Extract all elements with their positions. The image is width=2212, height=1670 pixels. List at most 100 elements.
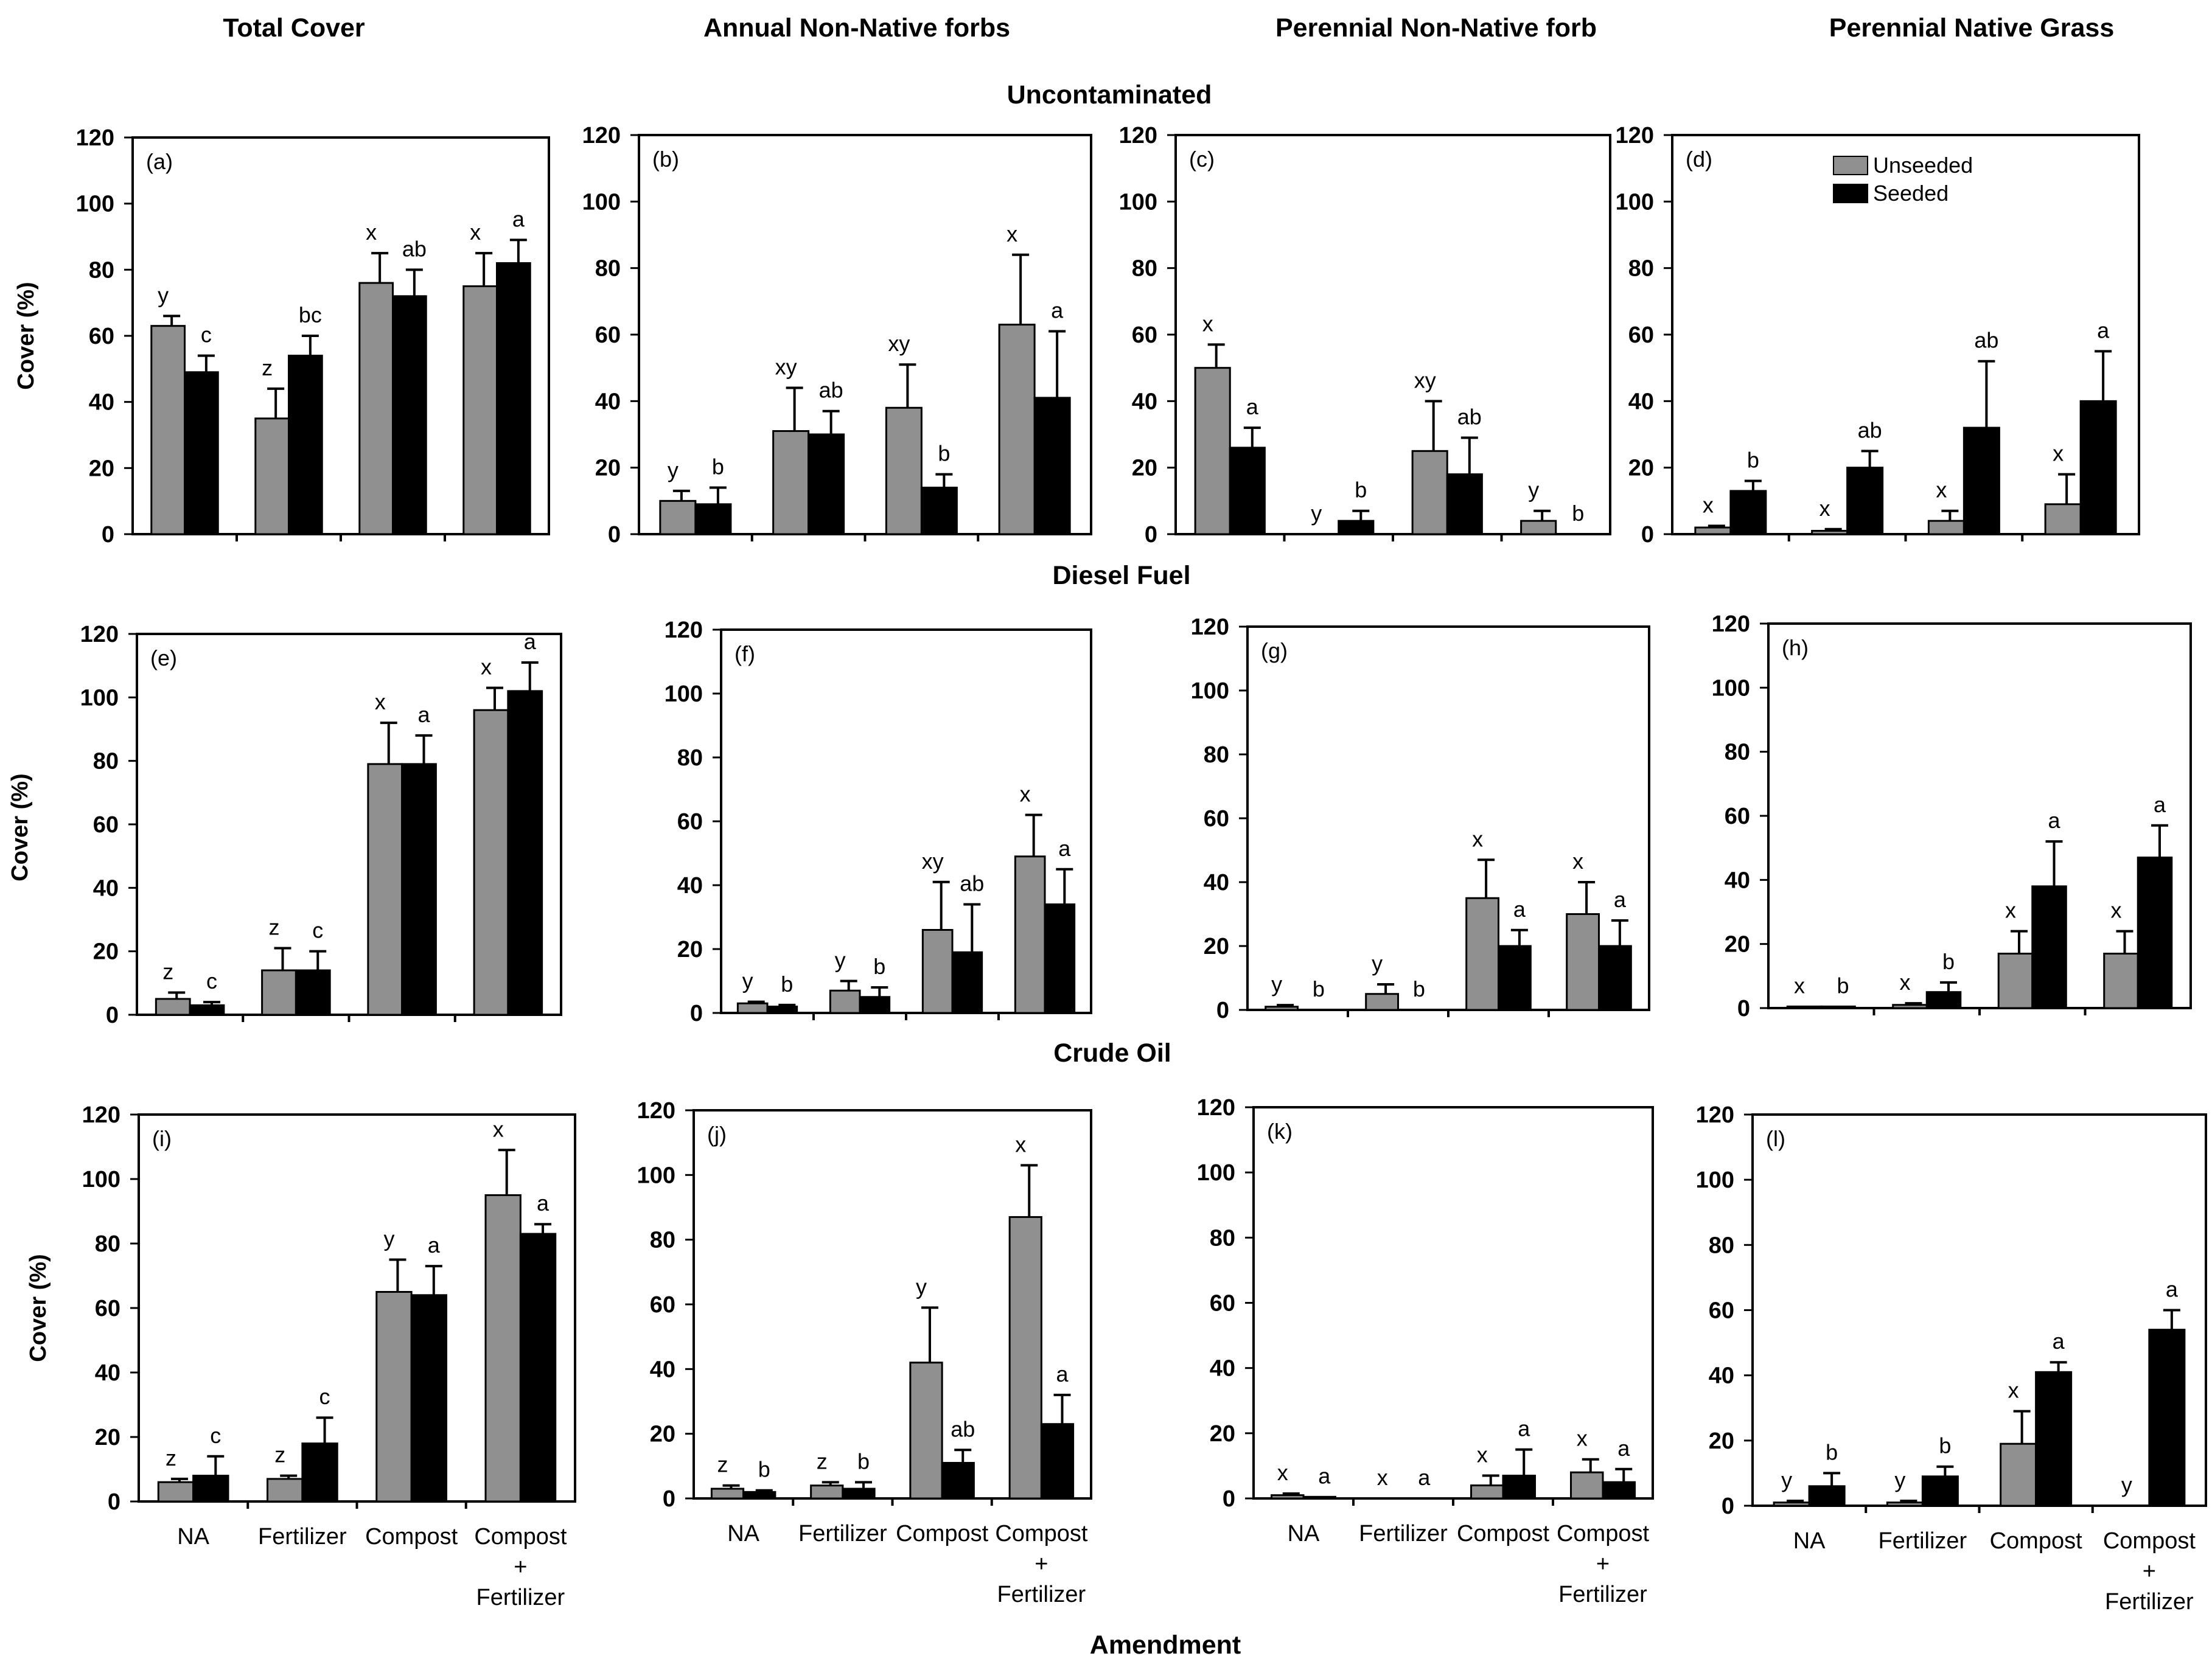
panel-c-ytick-label-40: 40 [1132,389,1157,414]
panel-d-sig-seeded-fertilizer: ab [1858,417,1882,442]
panel-h-label: (h) [1782,635,1809,660]
panel-c-ytick-label-100: 100 [1119,189,1157,215]
panel-h-bar-seeded-compost [2031,885,2067,1009]
panel-l-sig-unseeded-fertilizer: y [1894,1467,1905,1492]
panel-d-bar-seeded-compost-fertilizer [2079,400,2117,535]
panel-d-ytick-label-60: 60 [1628,322,1654,348]
panel-c-bar-unseeded-compost [1411,450,1448,535]
panel-g-ytick-label-60: 60 [1204,806,1229,832]
panel-k-xcat-compost: Compost [1457,1521,1549,1546]
panel-l-ytick-label-0: 0 [1722,1494,1734,1519]
panel-c-ytick-label-20: 20 [1132,456,1157,481]
panel-g-sig-unseeded-fertilizer: y [1372,951,1383,976]
panel-b-ytick-label-80: 80 [595,256,621,282]
panel-j-ytick-label-100: 100 [637,1163,675,1188]
panel-f-sig-seeded-na: b [781,972,793,997]
panel-c-sig-unseeded-fertilizer: y [1311,501,1322,526]
panel-a-ytick-label-0: 0 [102,522,114,548]
panel-b-bar-unseeded-na [659,499,697,535]
panel-d-ytick-label-100: 100 [1616,189,1654,215]
panel-f-sig-seeded-compost: ab [960,871,984,896]
row-title-diesel-fuel: Diesel Fuel [1052,561,1190,590]
panel-l-bar-unseeded-na [1773,1501,1810,1507]
panel-e-ytick-label-40: 40 [93,875,119,901]
panel-l-sig-seeded-na: b [1826,1439,1838,1464]
panel-j-bar-unseeded-compost [909,1362,943,1500]
panel-i-bar-seeded-compost-fertilizer [519,1233,557,1503]
panel-f-ytick-label-20: 20 [677,937,703,962]
panel-a-sig-unseeded-compost-fertilizer: x [470,220,481,245]
panel-i-sig-unseeded-compost-fertilizer: x [493,1116,504,1141]
panel-h-sig-unseeded-compost: x [2005,898,2016,923]
panel-h-bar-unseeded-compost [1997,952,2034,1009]
panel-g-sig-unseeded-compost: x [1472,826,1483,851]
column-titles: Total Cover Annual Non-Native forbs Pere… [223,13,2114,43]
panel-d: 0 20 40 60 80 100 120 (d) x b x ab x ab x a Unseeded Seed… [1616,123,2140,548]
panel-e-bar-seeded-fertilizer [295,969,331,1016]
panel-j-sig-unseeded-fertilizer: z [817,1449,828,1473]
panel-k-sig-unseeded-compost: x [1477,1442,1488,1467]
panel-l-ytick-label-80: 80 [1709,1233,1734,1258]
panel-e-sig-unseeded-compost-fertilizer: x [481,655,492,680]
panel-k-label: (k) [1267,1119,1293,1144]
panel-l-ytick-label-60: 60 [1709,1298,1734,1324]
panel-d-bar-unseeded-compost-fertilizer [2044,503,2082,535]
panel-l-ytick-label-120: 120 [1696,1102,1734,1128]
panel-a-sig-seeded-na: c [201,322,212,347]
panel-a-label: (a) [146,149,173,174]
panel-i-ytick-label-40: 40 [95,1360,120,1386]
panel-j-bar-seeded-na [742,1491,776,1500]
panel-g-ytick-label-0: 0 [1216,998,1229,1023]
panel-k-sig-seeded-compost-fertilizer: a [1617,1436,1630,1461]
panel-l-sig-unseeded-compost-fertilizer: y [2121,1472,2132,1497]
panel-j-ytick-label-0: 0 [663,1486,675,1512]
column-title-annual-forbs: Annual Non-Native forbs [703,13,1010,43]
panel-l-sig-seeded-compost-fertilizer: a [2166,1277,2179,1302]
panel-g-sig-seeded-compost-fertilizer: a [1614,887,1627,912]
panel-l-bar-seeded-na [1808,1485,1846,1507]
panel-c-sig-unseeded-compost-fertilizer: y [1528,478,1539,503]
panel-a-bar-seeded-compost-fertilizer [496,262,531,535]
panel-h-sig-seeded-na: b [1837,973,1849,998]
panel-l: 0 20 40 60 80 100 120 (l) y b y b x a y a NA Fertilizer Co… [1696,1102,2207,1615]
panel-i-label: (i) [152,1126,172,1151]
panel-e-ytick-label-120: 120 [80,622,119,647]
panel-l-sig-seeded-compost: a [2053,1329,2065,1354]
panel-a-ytick-label-20: 20 [89,456,114,481]
panel-i-bar-unseeded-fertilizer [267,1478,304,1503]
panel-c-label: (c) [1189,147,1215,172]
panel-b-ytick-label-40: 40 [595,389,621,414]
panel-e-sig-unseeded-fertilizer: z [268,914,279,939]
panel-l-xcat-na: NA [1793,1528,1826,1554]
panel-j-xcat-fertilizer: Fertilizer [798,1521,887,1546]
panel-c-ytick-label-120: 120 [1119,123,1157,148]
panel-k-ytick-label-0: 0 [1223,1486,1235,1512]
panel-b-bar-unseeded-fertilizer [772,430,810,535]
panel-h-bar-unseeded-na [1786,1005,1823,1009]
panel-c-bar-seeded-fertilizer [1338,520,1375,535]
panel-i-bar-seeded-compost [410,1294,447,1503]
panel-l-sig-unseeded-compost: x [2008,1378,2019,1403]
panel-h-ytick-label-0: 0 [1737,996,1750,1021]
panel-b-sig-unseeded-fertilizer: xy [775,354,797,379]
panel-g-sig-seeded-compost: a [1513,897,1526,922]
panel-a-sig-unseeded-fertilizer: z [262,355,273,380]
panel-e-bar-seeded-compost [401,763,437,1016]
panel-k-ytick-label-60: 60 [1210,1291,1235,1317]
panel-l-xcat-compost-fertilizer: Compost + Fertilizer [2103,1528,2196,1615]
panel-a-bar-seeded-na [184,371,219,535]
panel-i-xcat-compost-fertilizer: Compost + Fertilizer [474,1524,567,1610]
panel-f-bar-seeded-fertilizer [859,996,891,1014]
panel-h-sig-seeded-compost-fertilizer: a [2154,792,2166,817]
panel-b-ytick-label-0: 0 [608,522,621,548]
panel-e-sig-seeded-fertilizer: c [312,918,323,943]
panel-k-ytick-label-80: 80 [1210,1225,1235,1251]
panel-i: 0 20 40 60 80 100 120 Cover (%) (i) z c z c y a x a NA Fer… [26,1102,576,1610]
panel-f-bar-unseeded-fertilizer [829,989,861,1014]
panel-f-bar-unseeded-na [736,1002,769,1014]
panel-l-bar-seeded-fertilizer [1921,1475,1959,1507]
panel-a-ytick-label-100: 100 [76,192,114,217]
panel-k-sig-seeded-fertilizer: a [1418,1465,1431,1490]
panel-g-bar-seeded-compost [1498,945,1532,1011]
panel-d-label: (d) [1686,147,1712,172]
